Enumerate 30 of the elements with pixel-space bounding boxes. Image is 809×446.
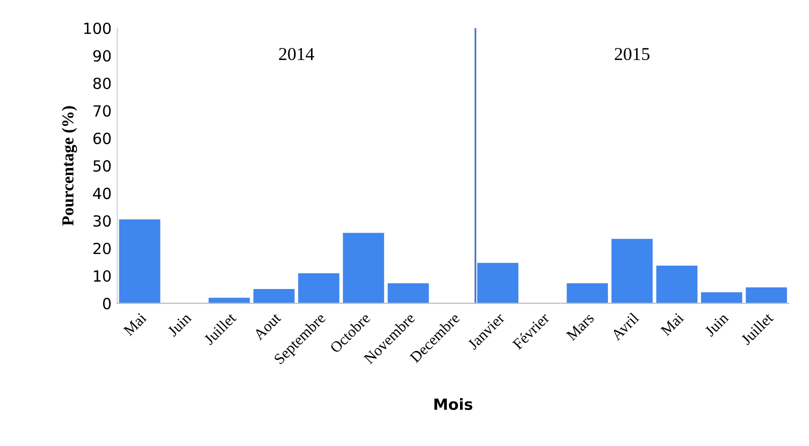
annotation: 2014 (279, 48, 314, 60)
y-tick-label: 20 (93, 242, 111, 254)
y-tick-label: 70 (94, 105, 111, 117)
y-tick-label: 0 (103, 298, 111, 310)
x-axis-title: Mois (434, 398, 472, 410)
y-tick-label: 80 (93, 78, 111, 90)
y-tick-label: 100 (84, 22, 111, 34)
x-tick-label: Juin (167, 312, 192, 337)
y-tick-label: 40 (93, 188, 111, 200)
x-tick-label: Juin (704, 312, 730, 337)
y-tick-label: 30 (93, 215, 111, 227)
x-tick-label: Mai (122, 312, 148, 336)
bar (566, 283, 608, 304)
bar (746, 287, 787, 304)
bar (342, 232, 384, 304)
bar (119, 219, 160, 304)
x-tick-label: Mai (660, 312, 684, 336)
bar (253, 288, 295, 304)
y-tick-label: 10 (94, 270, 111, 282)
bar (701, 292, 742, 304)
bar (612, 238, 653, 304)
bar (388, 283, 429, 304)
y-tick-label: 60 (93, 132, 111, 144)
y-tick-label: 90 (93, 50, 111, 62)
y-axis-title: Pourcentage (%) (62, 106, 78, 226)
bar (656, 266, 698, 304)
annotation: 2015 (614, 48, 650, 60)
bar (298, 273, 340, 304)
y-tick-label: 50 (93, 160, 111, 172)
bar (477, 262, 518, 304)
